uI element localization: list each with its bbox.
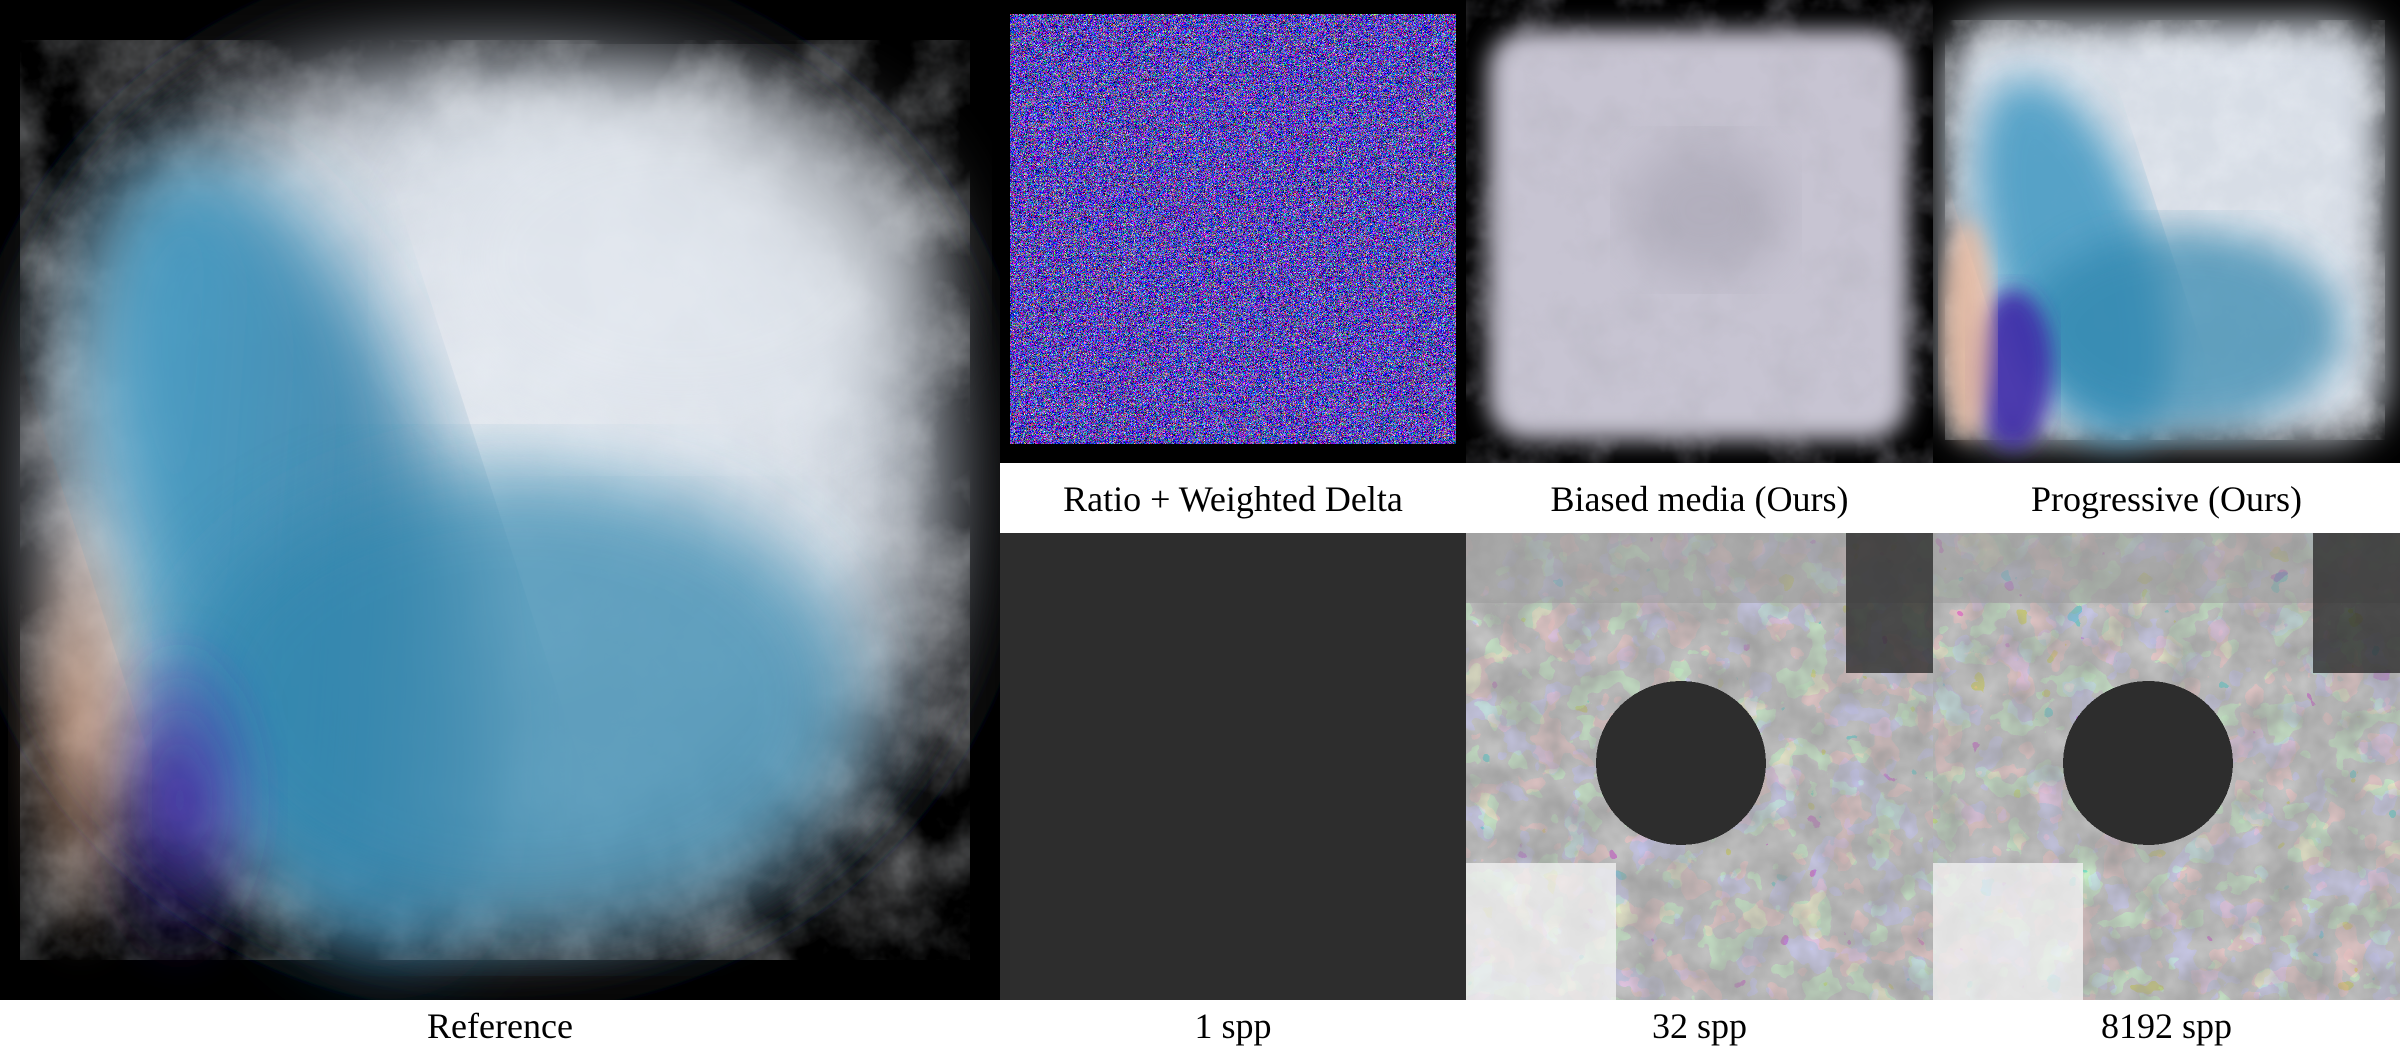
biased-media-map (1466, 533, 1933, 1000)
reference-image (0, 0, 1000, 1000)
spp-8192-label: 8192 spp (2100, 1006, 2232, 1046)
progressive-render (1933, 0, 2400, 463)
ratio-weighted-delta-render (1000, 0, 1466, 463)
ratio-weighted-delta-label: Ratio + Weighted Delta (1063, 479, 1403, 519)
spp-32-label: 32 spp (1651, 1006, 1747, 1046)
method-label-band (1000, 463, 2400, 533)
biased-media-render (1466, 0, 1933, 463)
biased-media-label: Biased media (Ours) (1550, 479, 1849, 519)
ratio-weighted-delta-map (1000, 533, 1466, 1000)
progressive-label: Progressive (Ours) (2031, 479, 2302, 519)
progressive-map (1933, 533, 2400, 1000)
spp-1-label: 1 spp (1194, 1006, 1272, 1046)
reference-label: Reference (427, 1006, 573, 1046)
